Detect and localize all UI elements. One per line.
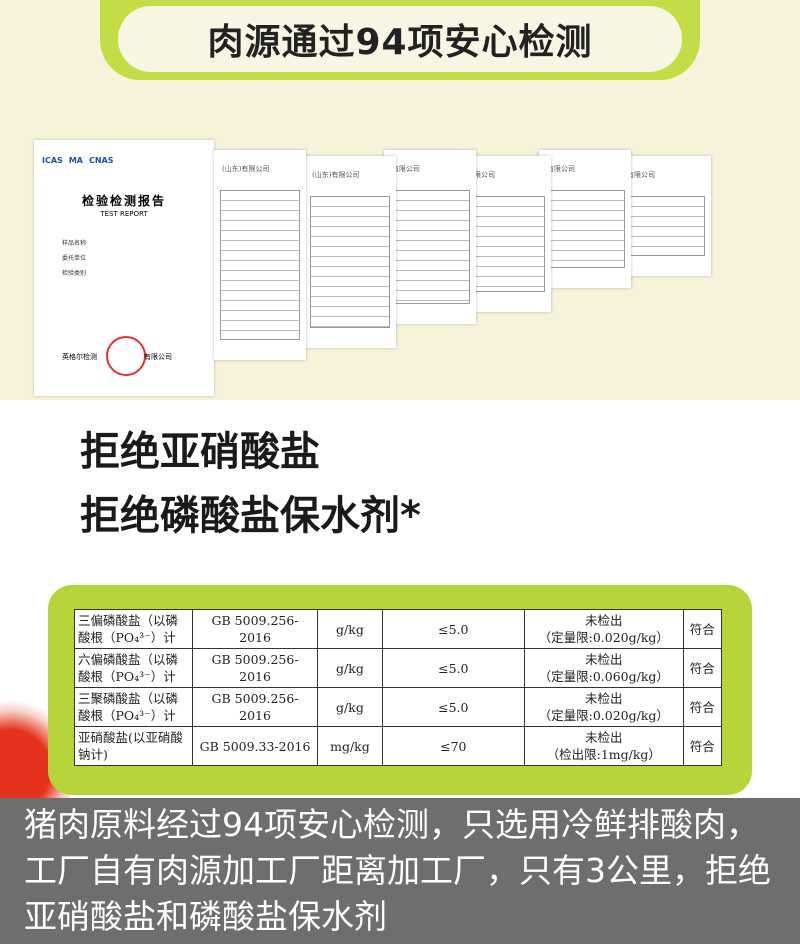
table-cell: g/kg — [317, 609, 383, 649]
table-cell: 三偏磷酸盐（以磷 酸根（PO₄³⁻）计 — [74, 609, 193, 649]
report-page: 有限公司 — [384, 150, 476, 324]
cell-line: 未检出 — [585, 652, 623, 667]
caption: 猪肉原料经过94项安心检测，只选用冷鲜排酸肉，工厂自有肉源加工厂距离加工厂，只有… — [0, 798, 800, 944]
cell-line: 未检出 — [585, 613, 623, 628]
logo: CNAS — [88, 156, 114, 165]
table-cell: 符合 — [682, 687, 723, 727]
table-row: 亚硝酸盐(以亚硝酸 钠计) GB 5009.33-2016 mg/kg ≤70 未检出 （检… — [74, 726, 723, 766]
page-grid — [390, 190, 470, 304]
page-grid — [220, 190, 300, 340]
report-page: 有限公司 — [619, 156, 711, 276]
table-cell: g/kg — [317, 648, 383, 688]
cell-line: 三聚磷酸盐（以磷 — [78, 691, 179, 706]
table-cell: ≤5.0 — [381, 687, 525, 727]
report-page: (山东)有限公司 — [214, 150, 306, 360]
logos: ICAS MA CNAS — [42, 148, 120, 167]
page-header: (山东)有限公司 — [312, 171, 360, 179]
logo: ICAS — [42, 156, 63, 165]
table-cell: 符合 — [682, 726, 723, 766]
report-subtitle: TEST REPORT — [100, 210, 148, 218]
cell-line: 亚硝酸盐(以亚硝酸 — [78, 730, 183, 745]
page-grid — [310, 196, 390, 328]
table-cell: GB 5009.256-2016 — [191, 648, 319, 688]
table-cell: ≤5.0 — [381, 648, 525, 688]
report-cover: ICAS MA CNAS 检验检测报告 TEST REPORT 样品名称委托单位检验… — [34, 140, 214, 396]
report-page: (山东)有限公司 — [304, 156, 396, 348]
cell-line: 未检出 — [585, 730, 623, 745]
table-cell: 未检出 （定量限:0.020g/kg） — [523, 609, 684, 649]
lab-name: 英格尔检测 — [62, 353, 97, 361]
table-cell: g/kg — [317, 687, 383, 727]
page-grid — [625, 196, 705, 256]
report-field: 样品名称 — [62, 240, 87, 247]
headline: 拒绝磷酸盐保水剂* — [80, 493, 421, 539]
cell-line: （定量限:0.060g/kg） — [538, 669, 669, 684]
report-title: 检验检测报告 — [81, 194, 166, 208]
table-cell: ≤70 — [381, 726, 525, 766]
cell-line: 酸根（PO₄³⁻）计 — [78, 630, 176, 645]
page-header: 有限公司 — [392, 165, 420, 173]
table-cell: 未检出 （检出限:1mg/kg） — [523, 726, 684, 766]
report-images: ICAS MA CNAS 检验检测报告 TEST REPORT 样品名称委托单位检验… — [34, 140, 774, 396]
page-grid — [545, 190, 625, 268]
page-header: 有限公司 — [627, 171, 655, 179]
table-cell: 符合 — [682, 609, 723, 649]
title: 肉源通过94项安心检测 — [118, 6, 682, 72]
cell-line: 三偏磷酸盐（以磷 — [78, 613, 179, 628]
table-row: 三聚磷酸盐（以磷 酸根（PO₄³⁻）计 GB 5009.256-2016 g/kg ≤5… — [74, 687, 723, 727]
cell-line: 六偏磷酸盐（以磷 — [78, 652, 179, 667]
headline: 拒绝亚硝酸盐 — [80, 429, 320, 475]
cell-line: 酸根（PO₄³⁻）计 — [78, 669, 176, 684]
page-header: (山东)有限公司 — [222, 165, 270, 173]
logo: MA — [68, 156, 83, 165]
cell-line: （定量限:0.020g/kg） — [538, 630, 669, 645]
headlines: 拒绝亚硝酸盐拒绝磷酸盐保水剂* — [80, 420, 421, 548]
company: 有限公司 — [144, 353, 172, 361]
page-header: 有限公司 — [547, 165, 575, 173]
cell-line: （定量限:0.020g/kg） — [538, 708, 669, 723]
report-fields: 样品名称委托单位检验类别 — [34, 232, 214, 277]
page-grid — [465, 196, 545, 292]
table-cell: 亚硝酸盐(以亚硝酸 钠计) — [74, 726, 193, 766]
cell-line: 钠计) — [78, 747, 108, 762]
table-cell: GB 5009.33-2016 — [191, 726, 319, 766]
test-table: 三偏磷酸盐（以磷 酸根（PO₄³⁻）计 GB 5009.256-2016 g/kg ≤5… — [74, 609, 723, 766]
table-cell: GB 5009.256-2016 — [191, 687, 319, 727]
cell-line: （检出限:1mg/kg） — [546, 747, 661, 762]
table-cell: GB 5009.256-2016 — [191, 609, 319, 649]
table-cell: 符合 — [682, 648, 723, 688]
table-cell: mg/kg — [317, 726, 383, 766]
table-cell: ≤5.0 — [381, 609, 525, 649]
cell-line: 未检出 — [585, 691, 623, 706]
table-cell: 未检出 （定量限:0.060g/kg） — [523, 648, 684, 688]
table-row: 三偏磷酸盐（以磷 酸根（PO₄³⁻）计 GB 5009.256-2016 g/kg ≤5… — [74, 609, 723, 649]
table-cell: 未检出 （定量限:0.020g/kg） — [523, 687, 684, 727]
table-cell: 三聚磷酸盐（以磷 酸根（PO₄³⁻）计 — [74, 687, 193, 727]
cell-line: 酸根（PO₄³⁻）计 — [78, 708, 176, 723]
page-header: 有限公司 — [467, 171, 495, 179]
table-row: 六偏磷酸盐（以磷 酸根（PO₄³⁻）计 GB 5009.256-2016 g/kg ≤5… — [74, 648, 723, 688]
stamp — [106, 336, 146, 376]
report-field: 检验类别 — [62, 270, 87, 277]
report-field: 委托单位 — [62, 255, 87, 262]
table-cell: 六偏磷酸盐（以磷 酸根（PO₄³⁻）计 — [74, 648, 193, 688]
report-page: 有限公司 — [539, 150, 631, 288]
